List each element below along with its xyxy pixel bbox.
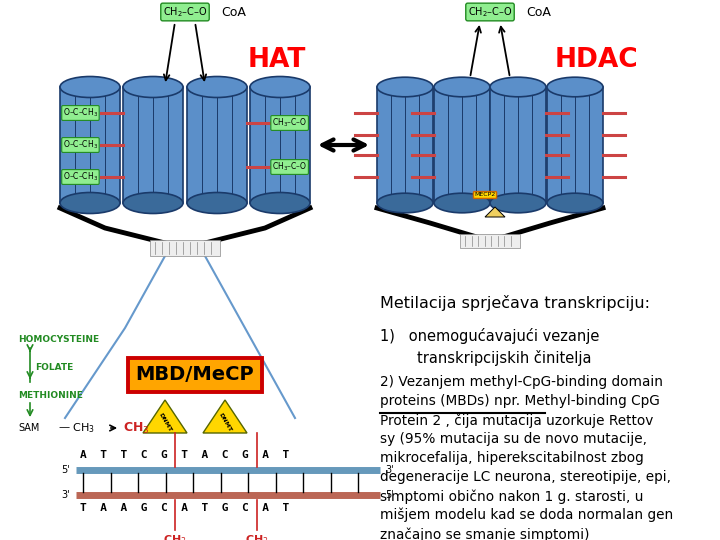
Polygon shape xyxy=(485,207,505,217)
Ellipse shape xyxy=(377,193,433,213)
Text: CH$_3$: CH$_3$ xyxy=(245,533,269,540)
Polygon shape xyxy=(143,400,187,433)
Bar xyxy=(250,87,310,203)
Text: 2) Vezanjem methyl-CpG-binding domain: 2) Vezanjem methyl-CpG-binding domain xyxy=(380,375,663,389)
Text: CH$_3$: CH$_3$ xyxy=(163,533,187,540)
Bar xyxy=(434,87,490,203)
Text: O–C–CH$_3$: O–C–CH$_3$ xyxy=(63,171,98,183)
Bar xyxy=(60,87,120,203)
Text: HOMOCYSTEINE: HOMOCYSTEINE xyxy=(18,335,99,345)
Text: CH$_3$–C–O: CH$_3$–C–O xyxy=(272,117,307,129)
Text: mikrocefalija, hiperekscitabilnost zbog: mikrocefalija, hiperekscitabilnost zbog xyxy=(380,451,644,465)
Text: O–C–CH$_3$: O–C–CH$_3$ xyxy=(63,139,98,151)
Text: degeneracije LC neurona, stereotipije, epi,: degeneracije LC neurona, stereotipije, e… xyxy=(380,470,671,484)
Text: CoA: CoA xyxy=(221,5,246,18)
Text: 5': 5' xyxy=(385,490,394,500)
Ellipse shape xyxy=(547,193,603,213)
Bar xyxy=(377,87,433,203)
Text: CoA: CoA xyxy=(526,5,551,18)
Text: CH$_2$–C–O: CH$_2$–C–O xyxy=(163,5,207,19)
Text: MBD/MeCP: MBD/MeCP xyxy=(135,366,254,384)
Ellipse shape xyxy=(434,77,490,97)
Text: Protein 2 , čija mutacija uzorkuje Rettov: Protein 2 , čija mutacija uzorkuje Retto… xyxy=(380,413,653,428)
Text: HDAC: HDAC xyxy=(555,47,639,73)
Text: simptomi obično nakon 1 g. starosti, u: simptomi obično nakon 1 g. starosti, u xyxy=(380,489,644,503)
Ellipse shape xyxy=(547,77,603,97)
Ellipse shape xyxy=(250,192,310,213)
Ellipse shape xyxy=(123,192,183,213)
Bar xyxy=(123,87,183,203)
Bar xyxy=(187,87,247,203)
Text: DNMT: DNMT xyxy=(217,411,233,433)
Ellipse shape xyxy=(250,77,310,98)
Bar xyxy=(150,240,220,256)
Text: MECP2: MECP2 xyxy=(474,192,495,198)
Ellipse shape xyxy=(490,193,546,213)
Ellipse shape xyxy=(60,192,120,213)
Text: HAT: HAT xyxy=(248,47,307,73)
Ellipse shape xyxy=(187,192,247,213)
Text: DNMT: DNMT xyxy=(158,411,173,433)
Ellipse shape xyxy=(377,77,433,97)
Polygon shape xyxy=(203,400,247,433)
Text: FOLATE: FOLATE xyxy=(35,363,73,373)
Text: — CH$_3$: — CH$_3$ xyxy=(58,421,95,435)
Text: CH$_2$–C–O: CH$_2$–C–O xyxy=(468,5,513,19)
Text: CH$_3$: CH$_3$ xyxy=(123,421,150,436)
Bar xyxy=(547,87,603,203)
Text: A  T  T  C  G  T  A  C  G  A  T: A T T C G T A C G A T xyxy=(80,450,289,460)
Text: značajno se smanje simptomi): značajno se smanje simptomi) xyxy=(380,527,590,540)
Ellipse shape xyxy=(60,77,120,98)
Text: proteins (MBDs) npr. Methyl-binding CpG: proteins (MBDs) npr. Methyl-binding CpG xyxy=(380,394,660,408)
Ellipse shape xyxy=(187,77,247,98)
Text: 5': 5' xyxy=(61,465,70,475)
Text: 3': 3' xyxy=(61,490,70,500)
Text: mišjem modelu kad se doda normalan gen: mišjem modelu kad se doda normalan gen xyxy=(380,508,673,523)
Text: sy (95% mutacija su de novo mutacije,: sy (95% mutacija su de novo mutacije, xyxy=(380,432,647,446)
Text: CH$_3$–C–O: CH$_3$–C–O xyxy=(272,161,307,173)
Ellipse shape xyxy=(490,77,546,97)
Text: T  A  A  G  C  A  T  G  C  A  T: T A A G C A T G C A T xyxy=(80,503,289,513)
Text: METHIONINE: METHIONINE xyxy=(18,390,83,400)
Bar xyxy=(460,234,520,248)
Text: 1)   onemogućavajući vezanje
        transkripcijskih činitelja: 1) onemogućavajući vezanje transkripcijs… xyxy=(380,328,599,367)
Text: O–C–CH$_3$: O–C–CH$_3$ xyxy=(63,107,98,119)
Ellipse shape xyxy=(434,193,490,213)
Text: SAM: SAM xyxy=(18,423,40,433)
Bar xyxy=(490,87,546,203)
Ellipse shape xyxy=(123,77,183,98)
Text: 3': 3' xyxy=(385,465,394,475)
Text: Metilacija sprječava transkripciju:: Metilacija sprječava transkripciju: xyxy=(380,295,650,311)
